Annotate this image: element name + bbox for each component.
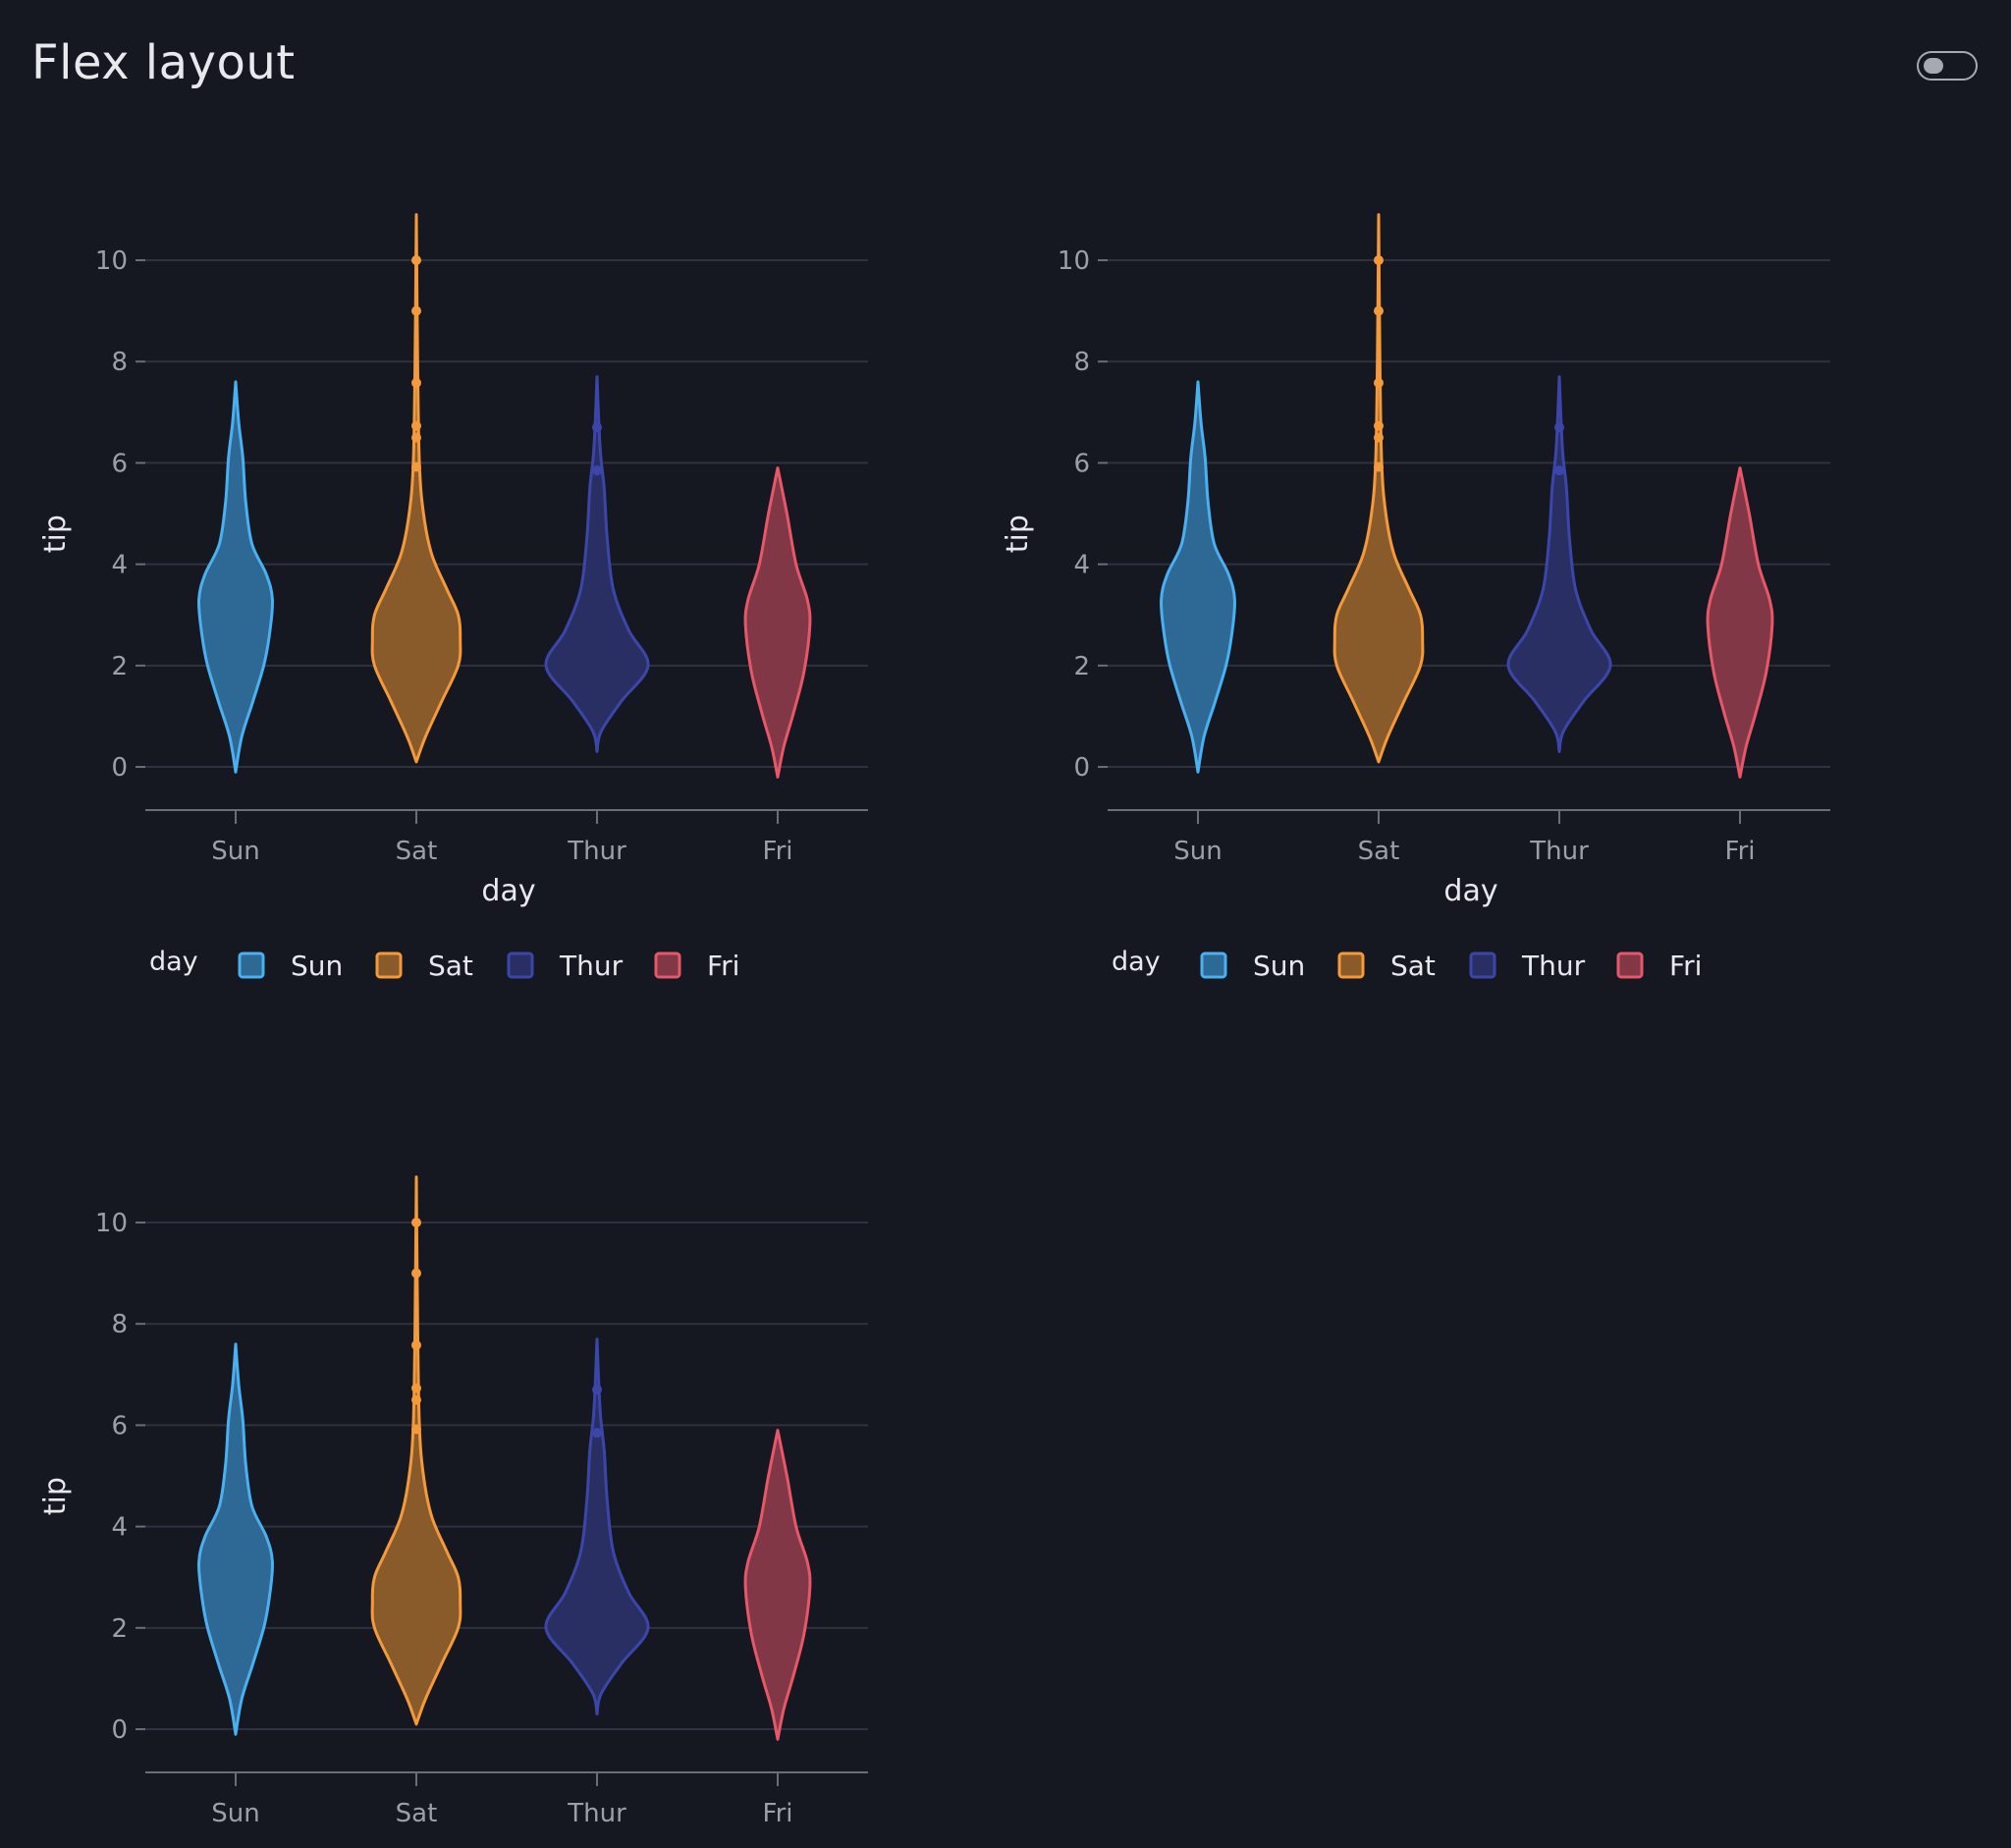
x-axis-label: day [481,874,535,908]
violin-thur [544,1337,650,1715]
legend-label-sun: Sun [291,950,343,982]
outlier-point-sat [411,420,421,431]
outlier-point-sat [1374,432,1384,443]
outlier-point-thur [1554,465,1564,476]
legend-swatch-sun [238,951,265,979]
y-tick-label: 4 [1073,551,1090,580]
outlier-point-sat [1374,305,1384,316]
outlier-point-sat [411,1218,421,1228]
outlier-point-thur [592,1428,602,1439]
legend-swatch-fri [1616,951,1644,979]
violin-chart-bottom-left: 0 2 4 6 8 10 tip Sun Sat Thur Fri [38,1175,868,1828]
legend-label-sun: Sun [1253,950,1305,982]
violin-fri [743,1429,812,1741]
x-tick-label: Thur [567,837,626,866]
legend-title: day [1112,947,1161,977]
outlier-point-sat [411,1424,421,1435]
outlier-point-sat [411,432,421,443]
x-tick-label: Fri [1725,837,1756,866]
x-tick-label: Fri [763,1799,793,1828]
violin-sun [196,1342,275,1736]
y-tick-label: 0 [111,1715,128,1745]
y-tick-label: 10 [95,246,128,276]
legend-label-thur: Thur [1521,950,1586,982]
legend-swatch-fri [654,951,681,979]
legend-swatch-sun [1200,951,1227,979]
legend-label-thur: Thur [559,950,624,982]
y-tick-label: 2 [111,652,128,681]
y-tick-label: 6 [111,1411,128,1440]
x-tick-label: Sat [396,1799,438,1828]
outlier-point-sat [1374,377,1384,388]
y-tick-label: 10 [95,1209,128,1238]
y-tick-label: 2 [111,1614,128,1644]
legend-swatch-sat [375,951,403,979]
legend-swatch-sat [1337,951,1365,979]
y-tick-label: 4 [111,551,128,580]
violin-sun [196,380,275,774]
outlier-point-sat [411,1268,421,1278]
outlier-point-sat [411,462,421,472]
outlier-point-sat [411,1383,421,1393]
legend-label-fri: Fri [707,950,739,982]
outlier-point-sat [411,1394,421,1405]
violin-thur [544,375,650,753]
violin-fri [1706,466,1774,779]
outlier-point-sat [1374,462,1384,472]
violin-chart-top-left: 0 2 4 6 8 10 tip Sun Sat Thur Fri day day Sun Sat Thur F… [38,213,868,982]
theme-toggle-switch[interactable] [1917,51,1978,81]
outlier-point-sat [411,1339,421,1350]
toggle-knob [1924,58,1943,74]
outlier-point-sat [1374,420,1384,431]
x-tick-label: Sun [1173,837,1222,866]
y-tick-label: 10 [1058,246,1090,276]
outlier-point-thur [592,1385,602,1395]
page-title: Flex layout [31,35,296,90]
violin-thur [1506,375,1612,753]
legend-title: day [149,947,198,977]
violin-sat [370,1175,462,1726]
outlier-point-thur [1554,422,1564,433]
legend-label-sat: Sat [428,950,473,982]
violin-sun [1159,380,1237,774]
y-axis-label: tip [1001,515,1035,553]
outlier-point-sat [411,377,421,388]
x-tick-label: Sat [1358,837,1400,866]
x-tick-label: Thur [1529,837,1589,866]
y-tick-label: 6 [111,449,128,478]
violin-sat [1332,213,1425,764]
outlier-point-thur [592,465,602,476]
x-tick-label: Thur [567,1799,626,1828]
x-tick-label: Sun [211,1799,259,1828]
y-tick-label: 0 [111,753,128,783]
outlier-point-sat [411,305,421,316]
x-tick-label: Sun [211,837,259,866]
y-tick-label: 8 [1073,348,1090,377]
violin-fri [743,466,812,779]
x-tick-label: Sat [396,837,438,866]
y-tick-label: 8 [111,1310,128,1339]
y-tick-label: 0 [1073,753,1090,783]
legend-swatch-thur [1469,951,1496,979]
legend-swatch-thur [507,951,534,979]
outlier-point-sat [1374,255,1384,266]
outlier-point-thur [592,422,602,433]
x-tick-label: Fri [763,837,793,866]
y-axis-label: tip [38,515,73,553]
violin-sat [370,213,462,764]
y-tick-label: 6 [1073,449,1090,478]
outlier-point-sat [411,255,421,266]
x-axis-label: day [1443,874,1497,908]
legend-label-sat: Sat [1390,950,1436,982]
legend-label-fri: Fri [1669,950,1702,982]
y-tick-label: 8 [111,348,128,377]
y-axis-label: tip [38,1477,73,1515]
y-tick-label: 4 [111,1513,128,1543]
violin-chart-top-right: 0 2 4 6 8 10 tip Sun Sat Thur Fri day day Sun Sat Thur F… [1001,213,1830,982]
y-tick-label: 2 [1073,652,1090,681]
